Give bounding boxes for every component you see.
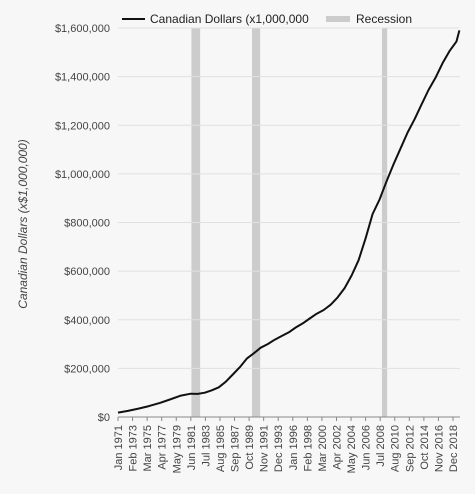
x-tick-label: Sep 2012 bbox=[404, 425, 416, 472]
legend-label-series: Canadian Dollars (x1,000,000 bbox=[150, 12, 309, 26]
y-tick-label: $1,400,000 bbox=[55, 72, 110, 84]
y-axis-ticks: $0 $200,000 $400,000 $600,000 $800,000 $1,000… bbox=[55, 23, 110, 424]
x-tick-label: Mar 2000 bbox=[317, 425, 329, 471]
x-tick-label: Mar 1975 bbox=[142, 425, 154, 471]
x-tick-label: Jul 2008 bbox=[375, 425, 387, 467]
legend-label-recession: Recession bbox=[356, 12, 412, 26]
x-tick-label: Jan 1996 bbox=[288, 425, 300, 470]
y-axis-title: Canadian Dollars (x$1,000,000) bbox=[16, 139, 30, 308]
x-tick-label: Dec 2018 bbox=[448, 425, 460, 472]
series-lines bbox=[117, 30, 461, 414]
y-tick-label: $1,600,000 bbox=[55, 23, 110, 35]
legend: Canadian Dollars (x1,000,000 Recession bbox=[122, 12, 412, 26]
x-tick-label: Apr 2002 bbox=[331, 425, 343, 470]
series-line-1 bbox=[117, 30, 461, 414]
x-axis-ticks: Jan 1971 Feb 1973 Mar 1975 Apr 1977 May 1979… bbox=[113, 417, 460, 473]
x-tick-label: May 2004 bbox=[346, 425, 358, 473]
y-tick-label: $800,000 bbox=[64, 218, 110, 230]
x-tick-label: Sep 1987 bbox=[230, 425, 242, 472]
y-tick-label: $1,200,000 bbox=[55, 120, 110, 132]
y-tick-label: $0 bbox=[98, 412, 110, 424]
x-tick-label: Nov 2016 bbox=[433, 425, 445, 472]
x-tick-label: Apr 1977 bbox=[157, 425, 169, 470]
x-tick-label: Dec 1993 bbox=[273, 425, 285, 472]
x-tick-label: Jun 2006 bbox=[361, 425, 373, 470]
x-tick-label: Jan 1971 bbox=[113, 425, 125, 470]
x-tick-label: Aug 2010 bbox=[390, 425, 402, 472]
x-tick-label: Feb 1998 bbox=[302, 425, 314, 471]
y-tick-label: $1,000,000 bbox=[55, 169, 110, 181]
y-tick-label: $400,000 bbox=[64, 315, 110, 327]
x-tick-label: Oct 1989 bbox=[244, 425, 256, 470]
y-tick-label: $600,000 bbox=[64, 266, 110, 278]
x-tick-label: May 1979 bbox=[171, 425, 183, 473]
x-tick-label: Aug 1985 bbox=[215, 425, 227, 472]
x-tick-label: Feb 1973 bbox=[128, 425, 140, 471]
legend-recession-swatch bbox=[326, 16, 350, 22]
x-tick-label: Oct 2014 bbox=[419, 425, 431, 470]
x-tick-label: Jun 1981 bbox=[186, 425, 198, 470]
x-tick-label: Nov 1991 bbox=[259, 425, 271, 472]
y-tick-label: $200,000 bbox=[64, 363, 110, 375]
gridlines bbox=[118, 27, 460, 418]
x-tick-label: Jul 1983 bbox=[200, 425, 212, 467]
